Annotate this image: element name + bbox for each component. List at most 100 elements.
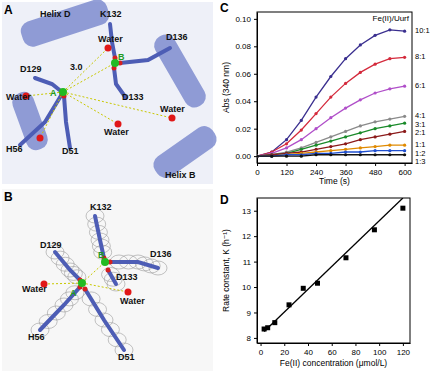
water-sphere (169, 115, 176, 122)
data-point (314, 144, 317, 147)
data-point (344, 142, 347, 145)
plot-frame (257, 12, 412, 163)
coordination-bond (82, 283, 128, 292)
data-point (329, 135, 332, 138)
data-point (388, 149, 391, 152)
data-point (344, 106, 347, 109)
plot-frame (257, 198, 410, 343)
y-tick-mark (254, 74, 257, 75)
x-tick: 120 (397, 343, 411, 357)
plot-area (262, 198, 406, 332)
data-point (270, 155, 273, 158)
data-point (403, 122, 406, 125)
structure-label: D136 (166, 32, 188, 42)
data-point (285, 142, 288, 145)
helix-ribbon (150, 31, 209, 111)
data-point (373, 63, 376, 66)
chart-panel: 0204060801001208910111213DFe(II) concent… (220, 193, 411, 368)
x-tick-label: 600 (398, 168, 412, 177)
figure: AHelix DK132WaterBD136D1293.0WaterAD133W… (0, 0, 437, 373)
y-tick-label: 0.00 (235, 152, 251, 161)
data-point (344, 82, 347, 85)
data-point (257, 155, 259, 158)
data-point (388, 124, 391, 127)
y-axis-line (257, 13, 258, 164)
x-tick-label: 80 (351, 348, 360, 357)
x-tick-mark (405, 163, 406, 166)
data-point (344, 135, 347, 138)
coordination-bond (63, 63, 115, 92)
x-tick: 0 (255, 163, 260, 177)
y-tick: 0.10 (235, 15, 257, 24)
structure-label: D51 (62, 146, 79, 156)
data-point (388, 133, 391, 136)
x-tick-label: 0 (259, 348, 264, 357)
data-point (403, 30, 406, 33)
data-point (373, 127, 376, 130)
data-point (359, 150, 362, 153)
water-sphere (105, 45, 112, 52)
series-label: 2:1 (415, 128, 425, 137)
data-point (400, 206, 405, 211)
data-point (329, 153, 332, 156)
data-point (344, 153, 347, 156)
series-line (257, 86, 405, 156)
plot-area (257, 28, 406, 157)
data-point (344, 150, 347, 153)
data-point (314, 112, 317, 115)
x-axis: 020406080100120 (258, 343, 411, 357)
x-tick: 20 (280, 343, 289, 357)
series-label: 6:1 (415, 81, 425, 90)
coordination-bond (63, 48, 108, 92)
data-point (257, 155, 259, 158)
panel-background (2, 189, 213, 371)
series-line (257, 145, 405, 156)
x-tick-label: 0 (255, 168, 260, 177)
y-tick-mark (254, 211, 257, 212)
data-point (359, 153, 362, 156)
series-line (257, 30, 405, 156)
data-point (403, 130, 406, 133)
data-point (314, 127, 317, 130)
data-point (372, 227, 377, 232)
x-tick-label: 480 (369, 168, 383, 177)
y-axis-title: Rate constant, K (h⁻¹) (221, 229, 231, 312)
data-point (388, 117, 391, 120)
data-point (314, 148, 317, 151)
data-point (359, 98, 362, 101)
y-tick-mark (254, 287, 257, 288)
y-tick-mark (254, 312, 257, 313)
data-point (300, 155, 303, 158)
structure-label: Water (120, 296, 145, 306)
coordination-bond (63, 92, 172, 118)
panel-label: B (4, 190, 13, 204)
data-point (257, 155, 259, 158)
y-axis-title: Abs (340 nm) (221, 62, 231, 113)
data-point (257, 155, 259, 158)
x-tick: 120 (280, 163, 294, 177)
data-point (300, 138, 303, 141)
y-tick: 13 (242, 207, 257, 216)
residue-stick (120, 48, 170, 63)
data-point (373, 120, 376, 123)
data-point (359, 131, 362, 134)
data-point (388, 144, 391, 147)
y-tick-mark (254, 262, 257, 263)
x-tick-label: 40 (304, 348, 313, 357)
y-tick-mark (254, 156, 257, 157)
y-tick-mark (254, 129, 257, 130)
x-axis: 0120240360480600 (255, 163, 412, 177)
structure-label: K132 (90, 202, 112, 212)
y-axis: 0.000.020.040.060.080.10 (235, 13, 257, 164)
y-tick-label: 12 (242, 232, 251, 241)
structure-label: Water (104, 127, 129, 137)
y-tick: 12 (242, 232, 257, 241)
data-point (359, 71, 362, 74)
data-point (344, 130, 347, 133)
x-axis-line (258, 163, 413, 164)
x-tick-mark (403, 343, 404, 346)
y-tick: 0.08 (235, 42, 257, 51)
data-point (300, 148, 303, 151)
data-point (403, 149, 406, 152)
series-line (257, 131, 405, 156)
